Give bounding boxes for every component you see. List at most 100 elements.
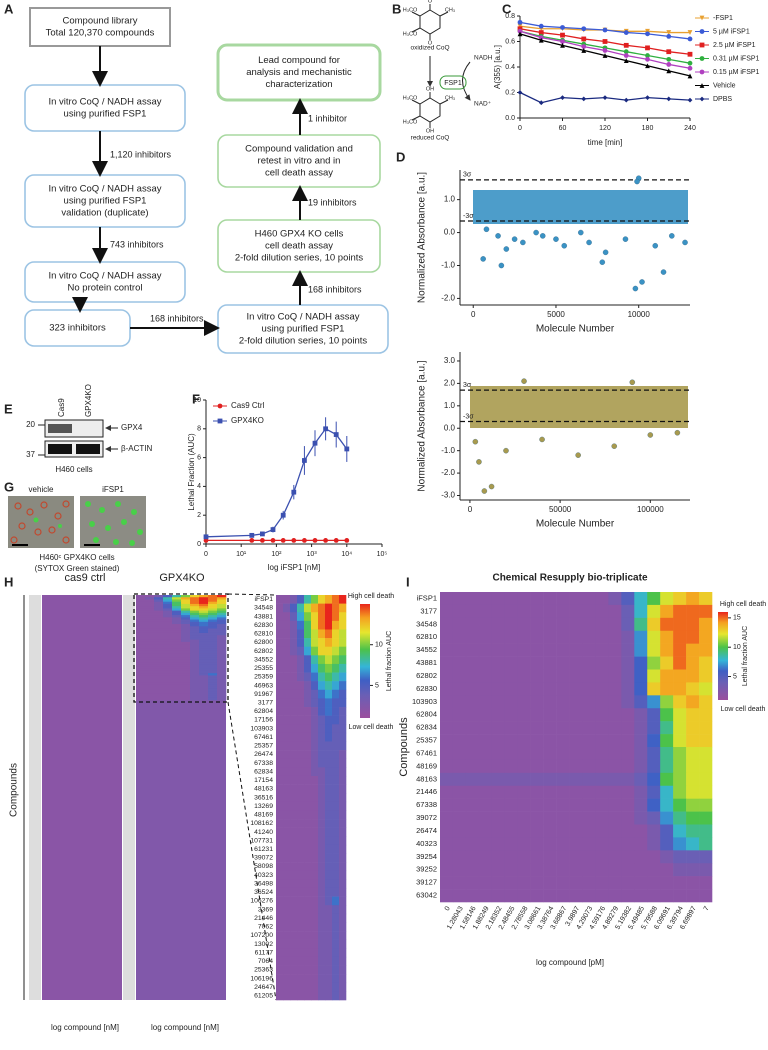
heatmap-cell [304, 758, 312, 768]
heatmap-cell [517, 824, 531, 838]
heatmap-cell [517, 643, 531, 657]
heatmap-cell [569, 695, 583, 709]
heatmap-cell [318, 819, 326, 828]
heatmap-cell [634, 721, 648, 735]
heatmap-cell [318, 827, 326, 837]
heatmap-cell [276, 853, 284, 863]
heatmap-cell [163, 668, 173, 672]
heatmap-cell [582, 785, 596, 799]
heatmap-cell [181, 608, 191, 611]
heatmap-cell [332, 603, 340, 613]
heatmap-cell [217, 670, 227, 674]
heatmap-cell [452, 734, 467, 748]
heatmap-cell [339, 715, 347, 725]
heatmap-cell [154, 664, 164, 667]
flow-box-text: Compound library [63, 16, 138, 27]
heatmap-cell [491, 889, 506, 903]
heatmap-cell [339, 741, 347, 751]
lane-label: GPX4KO [84, 384, 93, 417]
heatmap-cell [283, 741, 291, 751]
heatmap-cell [290, 870, 298, 880]
heatmap-cell [136, 619, 146, 623]
heatmap-cell [217, 615, 227, 618]
heatmap-cell [465, 824, 480, 838]
heatmap-cell [543, 811, 557, 825]
heatmap-cell [318, 698, 326, 708]
scatter-bulk [473, 190, 688, 224]
heatmap-cell [440, 785, 454, 799]
heatmap-cell [634, 592, 648, 606]
heatmap-cell [339, 922, 347, 932]
heatmap-cell [608, 759, 622, 774]
heatmap-cell [154, 650, 164, 654]
heatmap-cell [145, 595, 155, 598]
heatmap-cell [440, 734, 454, 748]
marker [687, 36, 693, 42]
heatmap-cell [217, 666, 227, 670]
marker [687, 65, 693, 71]
heatmap-cell [673, 837, 687, 851]
heatmap-cell [163, 639, 173, 643]
heatmap-cell [504, 682, 519, 696]
heatmap-cell [504, 850, 519, 864]
marker [687, 60, 693, 66]
heatmap-cell [290, 603, 298, 613]
flow-box [29, 7, 171, 47]
heatmap-cell [478, 656, 493, 670]
heatmap-cell [199, 621, 209, 625]
heatmap-cell [339, 887, 347, 897]
heatmap-cell [452, 811, 467, 825]
row-label: 61177 [255, 949, 274, 956]
heatmap-cell [660, 643, 674, 657]
heatmap-cell [517, 785, 531, 799]
heatmap-cell [332, 982, 340, 992]
flow-edge-label: 168 inhibitors [150, 313, 204, 323]
heatmap-cell [136, 610, 146, 614]
y-axis-label: Normalized Absorbance [a.u.] [417, 360, 428, 491]
heatmap-cell [332, 672, 340, 682]
heatmap-cell [290, 724, 298, 734]
heatmap-cell [491, 708, 506, 722]
heatmap-cell [517, 734, 531, 748]
heatmap-cell [582, 682, 596, 696]
flow-box-text: using purified FSP1 [64, 109, 147, 120]
flow-edge-label: 1 inhibitor [308, 113, 347, 123]
heatmap-cell [283, 862, 291, 872]
heatmap-cell [465, 604, 480, 619]
heatmap-cell [290, 887, 298, 897]
heatmap-cell [190, 686, 200, 690]
heatmap-cell [304, 741, 312, 751]
row-label: 107200 [250, 932, 273, 939]
heatmap-cell [311, 827, 319, 837]
heatmap-cell [556, 682, 570, 696]
heatmap-cell [332, 620, 340, 630]
heatmap-cell [136, 673, 146, 676]
marker [666, 96, 672, 102]
heatmap-cell [325, 939, 333, 949]
heatmap-cell [290, 681, 298, 691]
heatmap-cell [297, 905, 305, 915]
heatmap-cell [208, 673, 218, 676]
heatmap-cell [304, 905, 312, 915]
flow-box-text: validation (duplicate) [61, 208, 148, 219]
heatmap-cell [569, 837, 583, 851]
heatmap-cell [569, 824, 583, 838]
heatmap-cell [569, 630, 583, 644]
heatmap-cell [208, 655, 218, 658]
heatmap-cell [136, 635, 146, 638]
heatmap-cell [199, 684, 209, 687]
heatmap-cell [163, 659, 173, 663]
heatmap-cell [181, 612, 191, 616]
row-label: 39072 [254, 855, 273, 862]
heatmap-cell [621, 889, 635, 903]
atom-label: O [428, 0, 433, 4]
legend-marker [699, 69, 705, 75]
row-label: 43881 [416, 658, 437, 667]
x-tick-label: 10² [271, 551, 282, 558]
heatmap-cell [325, 974, 333, 984]
heatmap-cell [318, 948, 326, 958]
heatmap-cell [452, 837, 467, 851]
marker [280, 512, 286, 518]
heatmap-cell [325, 827, 333, 837]
heatmap-title: GPX4KO [159, 572, 205, 584]
